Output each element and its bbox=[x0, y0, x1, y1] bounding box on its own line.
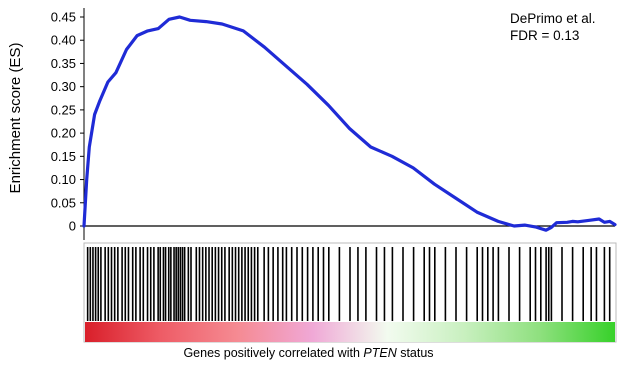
y-tick-label: 0.45 bbox=[51, 10, 76, 25]
rank-metric-bar bbox=[85, 322, 615, 342]
y-axis: 0 0.05 0.10 0.15 0.20 0.25 0.30 0.35 0.40 0.45 bbox=[51, 8, 85, 240]
x-axis-caption: Genes positively correlated with PTEN st… bbox=[0, 346, 617, 360]
series-group bbox=[82, 15, 617, 232]
annotation-line-1: DePrimo et al. bbox=[510, 11, 596, 26]
enrichment-score-line bbox=[82, 15, 617, 232]
y-tick-label: 0.25 bbox=[51, 102, 76, 117]
y-tick-label: 0 bbox=[69, 219, 76, 234]
y-axis-label: Enrichment score (ES) bbox=[7, 43, 24, 194]
caption-gene: PTEN bbox=[363, 346, 397, 360]
y-tick-label: 0.40 bbox=[51, 33, 76, 48]
caption-prefix: Genes positively correlated with bbox=[183, 346, 364, 360]
hit-lines bbox=[86, 247, 611, 321]
y-tick-label: 0.30 bbox=[51, 79, 76, 94]
y-tick-label: 0.05 bbox=[51, 195, 76, 210]
y-tick-label: 0.10 bbox=[51, 172, 76, 187]
caption-suffix: status bbox=[396, 346, 434, 360]
annotation-line-2: FDR = 0.13 bbox=[510, 28, 579, 43]
y-tick-label: 0.20 bbox=[51, 126, 76, 141]
y-tick-label: 0.15 bbox=[51, 149, 76, 164]
y-tick-label: 0.35 bbox=[51, 56, 76, 71]
